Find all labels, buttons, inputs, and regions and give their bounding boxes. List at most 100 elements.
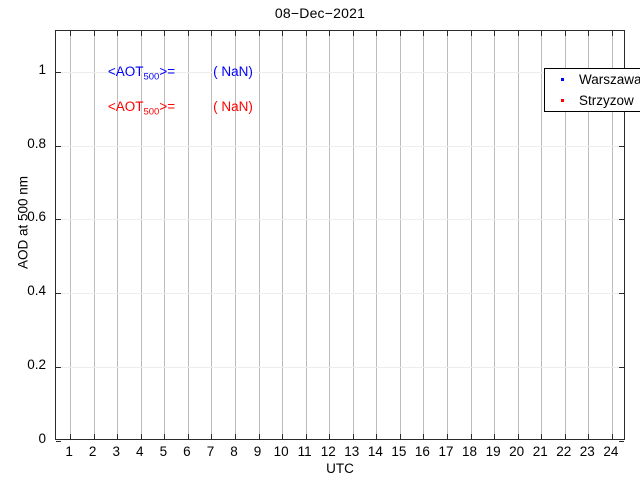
y-tick-mark-right [619,219,624,221]
x-gridline [187,31,189,439]
legend-box[interactable]: Warszawa Strzyzow [544,68,640,112]
y-gridline [56,219,624,221]
dot-marker [560,78,564,81]
x-tick-mark-top [564,31,566,36]
x-tick-mark [305,434,307,439]
x-tick-label: 15 [391,444,407,459]
x-gridline [329,31,331,439]
legend-label: Warszawa [579,72,640,87]
y-tick-label: 0.4 [27,283,46,299]
x-gridline [352,31,354,439]
x-tick-mark [399,434,401,439]
x-tick-mark-top [329,31,331,36]
y-tick-label: 0.6 [27,209,46,225]
x-tick-mark [187,434,189,439]
x-tick-label: 22 [556,444,572,459]
annotation-subscript: 500 [143,106,160,118]
x-tick-mark-top [140,31,142,36]
x-tick-label: 16 [414,444,430,459]
x-tick-label: 8 [230,444,238,459]
x-tick-mark [352,434,354,439]
x-tick-mark-top [164,31,166,36]
x-tick-label: 9 [253,444,262,459]
y-tick-label: 0.8 [27,135,46,151]
y-tick-mark [56,145,61,147]
annotation-warszawa-mean: <AOT500>= ( NaN) [108,63,253,82]
x-tick-mark [517,434,519,439]
x-tick-mark-top [399,31,401,36]
x-tick-mark-top [235,31,236,36]
x-tick-mark [329,434,331,439]
x-tick-mark-top [423,31,425,36]
y-tick-mark [56,367,61,369]
x-tick-mark [164,434,166,439]
x-tick-label: 11 [297,444,312,459]
x-tick-mark-top [305,31,307,36]
x-tick-label: 14 [367,444,383,459]
x-tick-mark-top [376,31,378,36]
x-gridline [211,31,213,439]
x-tick-mark [211,434,213,439]
annotation-strzyzow-mean: <AOT500>= ( NaN) [107,98,253,118]
x-tick-mark-top [517,31,519,36]
x-tick-label: 4 [136,444,144,459]
x-tick-mark [93,434,95,439]
dot-marker [560,99,564,102]
x-tick-label: 13 [344,444,360,459]
annotation-prefix: <AOT [107,98,144,114]
legend-marker-cell [545,78,579,81]
x-axis-label: UTC [326,461,354,476]
legend-item-warszawa[interactable]: Warszawa [545,69,640,90]
x-tick-mark-top [352,31,354,36]
x-tick-mark [70,434,72,439]
x-tick-label: 10 [273,444,289,459]
y-tick-mark-right [619,367,624,369]
x-tick-label: 12 [320,444,336,459]
legend-item-strzyzow[interactable]: Strzyzow [545,90,640,111]
annotation-value: ( NaN) [213,63,253,79]
x-tick-label: 3 [112,444,120,459]
y-axis-label: AOD at 500 nm [15,175,31,270]
x-gridline [258,31,260,439]
x-tick-mark [588,434,590,439]
y-tick-mark [56,293,61,295]
x-gridline [164,31,166,439]
x-gridline [541,31,543,439]
x-tick-mark-top [117,31,119,36]
x-tick-label: 24 [603,444,619,459]
plot-area[interactable]: <AOT500>=( NaN) <AOT500>=( NaN) Warszawa S… [55,30,640,442]
x-gridline [376,31,378,439]
x-tick-mark [564,434,566,439]
x-gridline [117,31,119,439]
x-tick-mark [258,434,260,439]
x-tick-label: 20 [509,444,525,459]
y-gridline [56,293,624,295]
x-gridline [93,31,95,439]
x-tick-mark-top [258,31,260,36]
y-tick-mark-right [619,293,624,295]
x-tick-mark [611,434,613,439]
x-tick-mark-top [282,31,284,36]
x-tick-mark [446,434,448,439]
x-gridline [282,31,284,439]
grid-layer [56,31,624,439]
annotation-subscript: 500 [143,70,160,82]
x-gridline [470,31,472,439]
y-gridline [56,367,624,369]
annotation-value: ( NaN) [213,98,253,114]
x-tick-mark-top [494,31,496,36]
x-tick-label: 19 [485,444,501,459]
x-tick-mark-top [187,31,189,36]
x-gridline [423,31,425,439]
x-tick-mark-top [211,31,213,36]
x-tick-mark [117,434,119,439]
x-tick-label: 2 [88,444,97,459]
x-gridline [517,31,519,439]
x-tick-label: 5 [159,444,168,459]
x-tick-label: 7 [206,444,215,459]
legend-marker-cell [545,99,579,102]
x-tick-label: 18 [462,444,478,459]
x-tick-label: 21 [532,444,548,459]
y-tick-label: 0 [38,431,46,446]
